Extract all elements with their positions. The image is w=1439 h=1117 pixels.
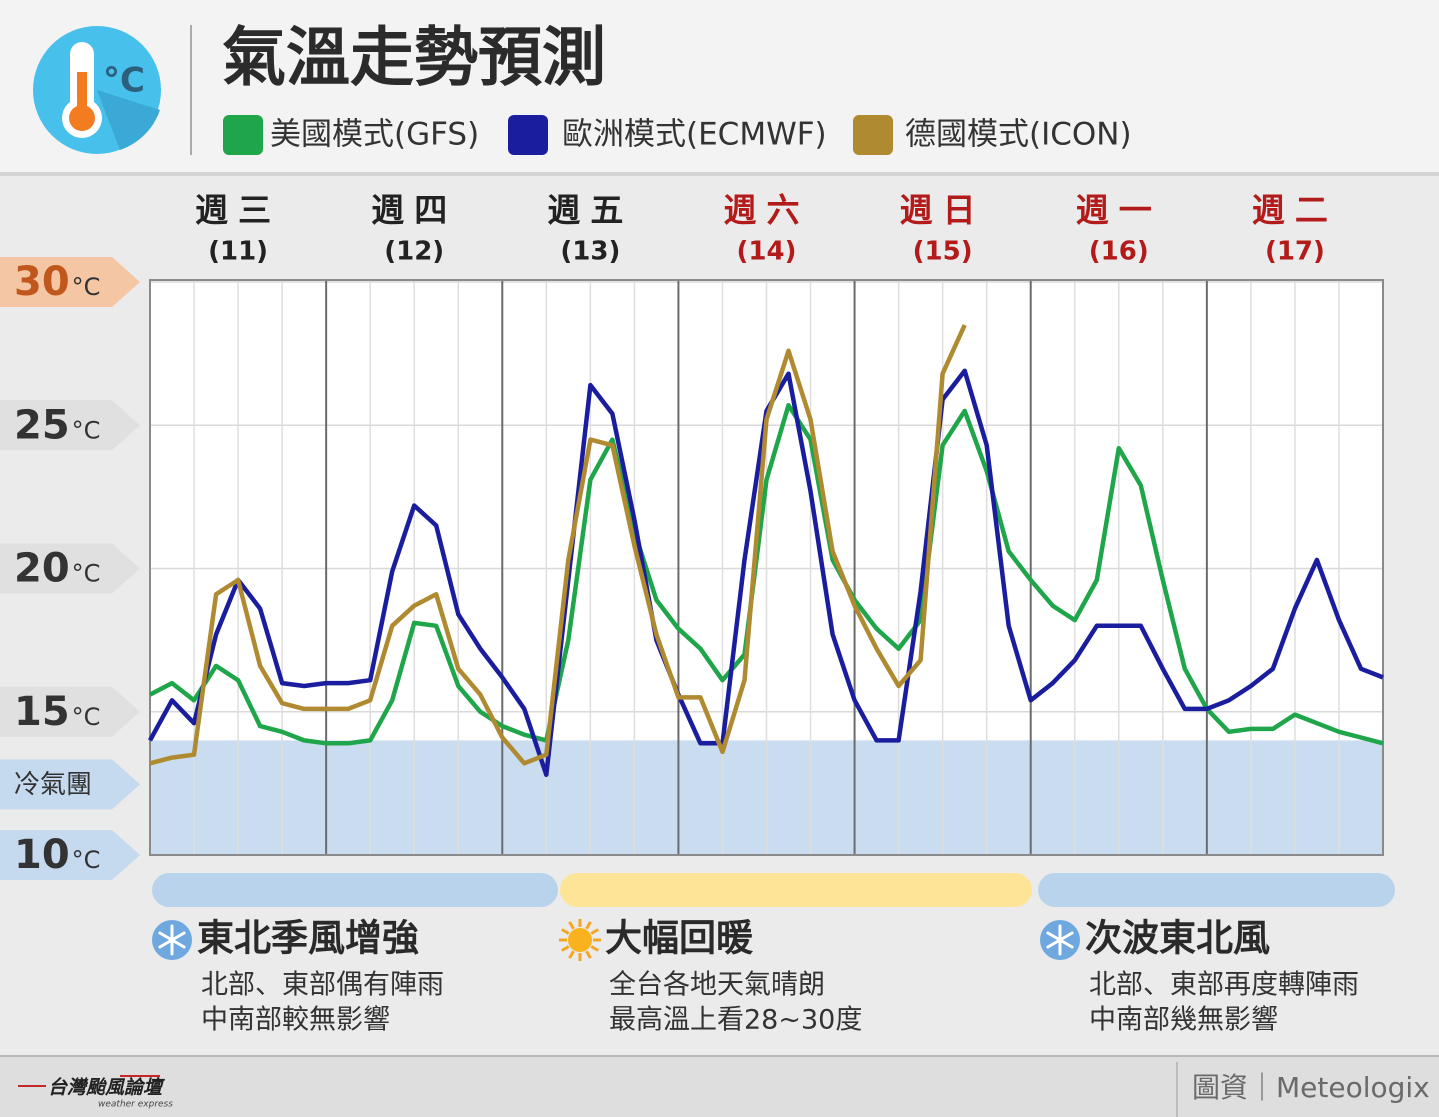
phase-bar <box>1038 873 1395 907</box>
phase-icon-sun <box>559 919 601 961</box>
phase-bar <box>152 873 558 907</box>
sun-core <box>568 928 592 952</box>
day-name: 週日 <box>900 191 986 230</box>
y-tick-badge <box>0 830 140 880</box>
phase-bar <box>560 873 1032 907</box>
phase-line: 最高溫上看28~30度 <box>609 1005 862 1036</box>
footer-logo-sub: weather express <box>98 1100 173 1110</box>
day-name: 週五 <box>547 191 633 230</box>
footer-logo: 台灣颱風論壇 <box>48 1077 165 1099</box>
y-tick-label: 25 <box>14 402 70 448</box>
legend-swatch <box>508 115 548 155</box>
series-line <box>148 368 1384 778</box>
day-date: (11) <box>208 237 268 267</box>
legend-swatch <box>223 115 263 155</box>
y-tick-unit: °C <box>72 846 101 874</box>
sun-ray <box>561 928 570 935</box>
day-name: 週六 <box>724 191 810 230</box>
header-shadow <box>0 172 1439 176</box>
day-date: (12) <box>384 237 444 267</box>
phase-line: 全台各地天氣晴朗 <box>609 970 825 1001</box>
icon-unit: °C <box>103 61 145 101</box>
snow-arm <box>158 931 186 949</box>
icon-mercury <box>77 72 87 116</box>
phase-title: 大幅回暖 <box>605 917 754 960</box>
series-line <box>148 402 1384 746</box>
y-tick-label: 15 <box>14 689 70 735</box>
footer-bg <box>0 1056 1439 1117</box>
sun-ray <box>568 921 575 930</box>
y-tick-label: 30 <box>14 259 70 305</box>
y-tick-badge <box>0 400 140 451</box>
phase-line: 中南部幾無影響 <box>1089 1005 1278 1036</box>
phase-title: 東北季風增強 <box>197 917 419 960</box>
phase-icon-snow <box>1040 920 1080 960</box>
phase-icon-snow <box>152 920 192 960</box>
day-name: 週一 <box>1076 191 1162 230</box>
footer-source: 圖資｜Meteologix <box>1192 1071 1430 1104</box>
phase-line: 北部、東部再度轉陣雨 <box>1089 970 1359 1001</box>
plot-border <box>149 279 1384 856</box>
y-tick-badge <box>0 686 140 737</box>
y-tick-unit: °C <box>72 560 101 588</box>
day-date: (17) <box>1265 237 1325 267</box>
day-name: 週二 <box>1252 191 1338 230</box>
day-date: (13) <box>560 237 620 267</box>
thermometer-icon: °C <box>33 26 161 154</box>
y-tick-badge <box>0 543 140 594</box>
sun-ray <box>561 945 570 952</box>
sun-ray <box>568 950 575 959</box>
sun-ray <box>585 950 592 959</box>
icon-bulb <box>69 105 95 131</box>
legend-label: 歐洲模式(ECMWF) <box>562 117 827 153</box>
y-tick-label: 10 <box>14 832 70 878</box>
phase-line: 北部、東部偶有陣雨 <box>201 970 444 1001</box>
day-date: (14) <box>737 237 797 267</box>
day-date: (15) <box>913 237 973 267</box>
phase-line: 中南部較無影響 <box>201 1005 390 1036</box>
y-tick-unit: °C <box>72 273 101 301</box>
y-tick-unit: °C <box>72 416 101 444</box>
day-name: 週三 <box>195 191 281 230</box>
legend-swatch <box>853 115 893 155</box>
series-line <box>149 324 967 766</box>
page-title: 氣溫走勢預測 <box>222 22 606 96</box>
day-name: 週四 <box>371 191 457 230</box>
y-tick-unit: °C <box>72 703 101 731</box>
sun-ray <box>590 928 599 935</box>
day-date: (16) <box>1089 237 1149 267</box>
legend-label: 美國模式(GFS) <box>270 117 479 153</box>
y-tick-badge <box>0 257 140 307</box>
sun-ray <box>585 921 592 930</box>
y-tick-label: 20 <box>14 546 70 592</box>
cold-band-badge <box>0 759 140 810</box>
snow-arm <box>1046 931 1074 949</box>
legend-label: 德國模式(ICON) <box>905 117 1132 153</box>
cold-band-label: 冷氣團 <box>14 770 92 800</box>
icon-shadow <box>97 90 160 150</box>
sun-ray <box>590 945 599 952</box>
phase-title: 次波東北風 <box>1085 917 1270 960</box>
